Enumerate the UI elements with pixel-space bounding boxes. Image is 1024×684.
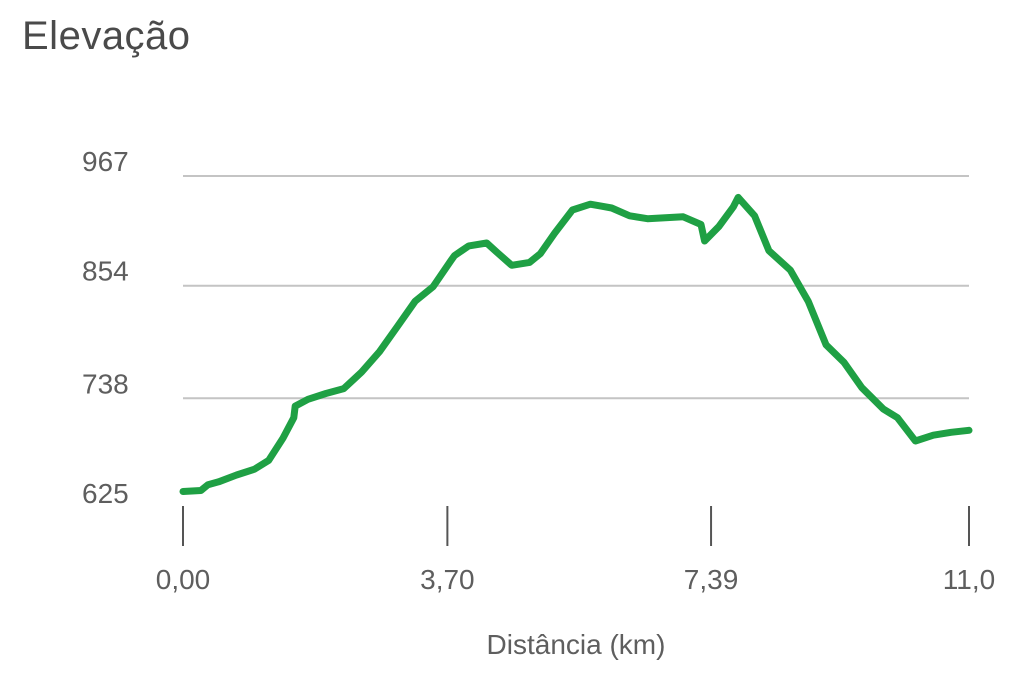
x-tick-label: 3,70 [420, 564, 475, 595]
chart-title: Elevação [22, 14, 191, 58]
y-tick-label: 625 [82, 478, 129, 509]
y-tick-label: 738 [82, 368, 129, 399]
x-axis: 0,00 3,70 7,39 11,0 [156, 506, 995, 595]
x-tick-label: 11,0 [943, 564, 995, 595]
y-tick-labels: 967 854 738 625 [82, 146, 129, 509]
x-tick-label: 0,00 [156, 564, 211, 595]
y-tick-label: 967 [82, 146, 129, 177]
y-tick-label: 854 [82, 256, 129, 287]
x-axis-label: Distância (km) [487, 629, 666, 660]
series-group [179, 193, 973, 495]
x-tick-label: 7,39 [684, 564, 739, 595]
elevation-line [179, 193, 973, 495]
